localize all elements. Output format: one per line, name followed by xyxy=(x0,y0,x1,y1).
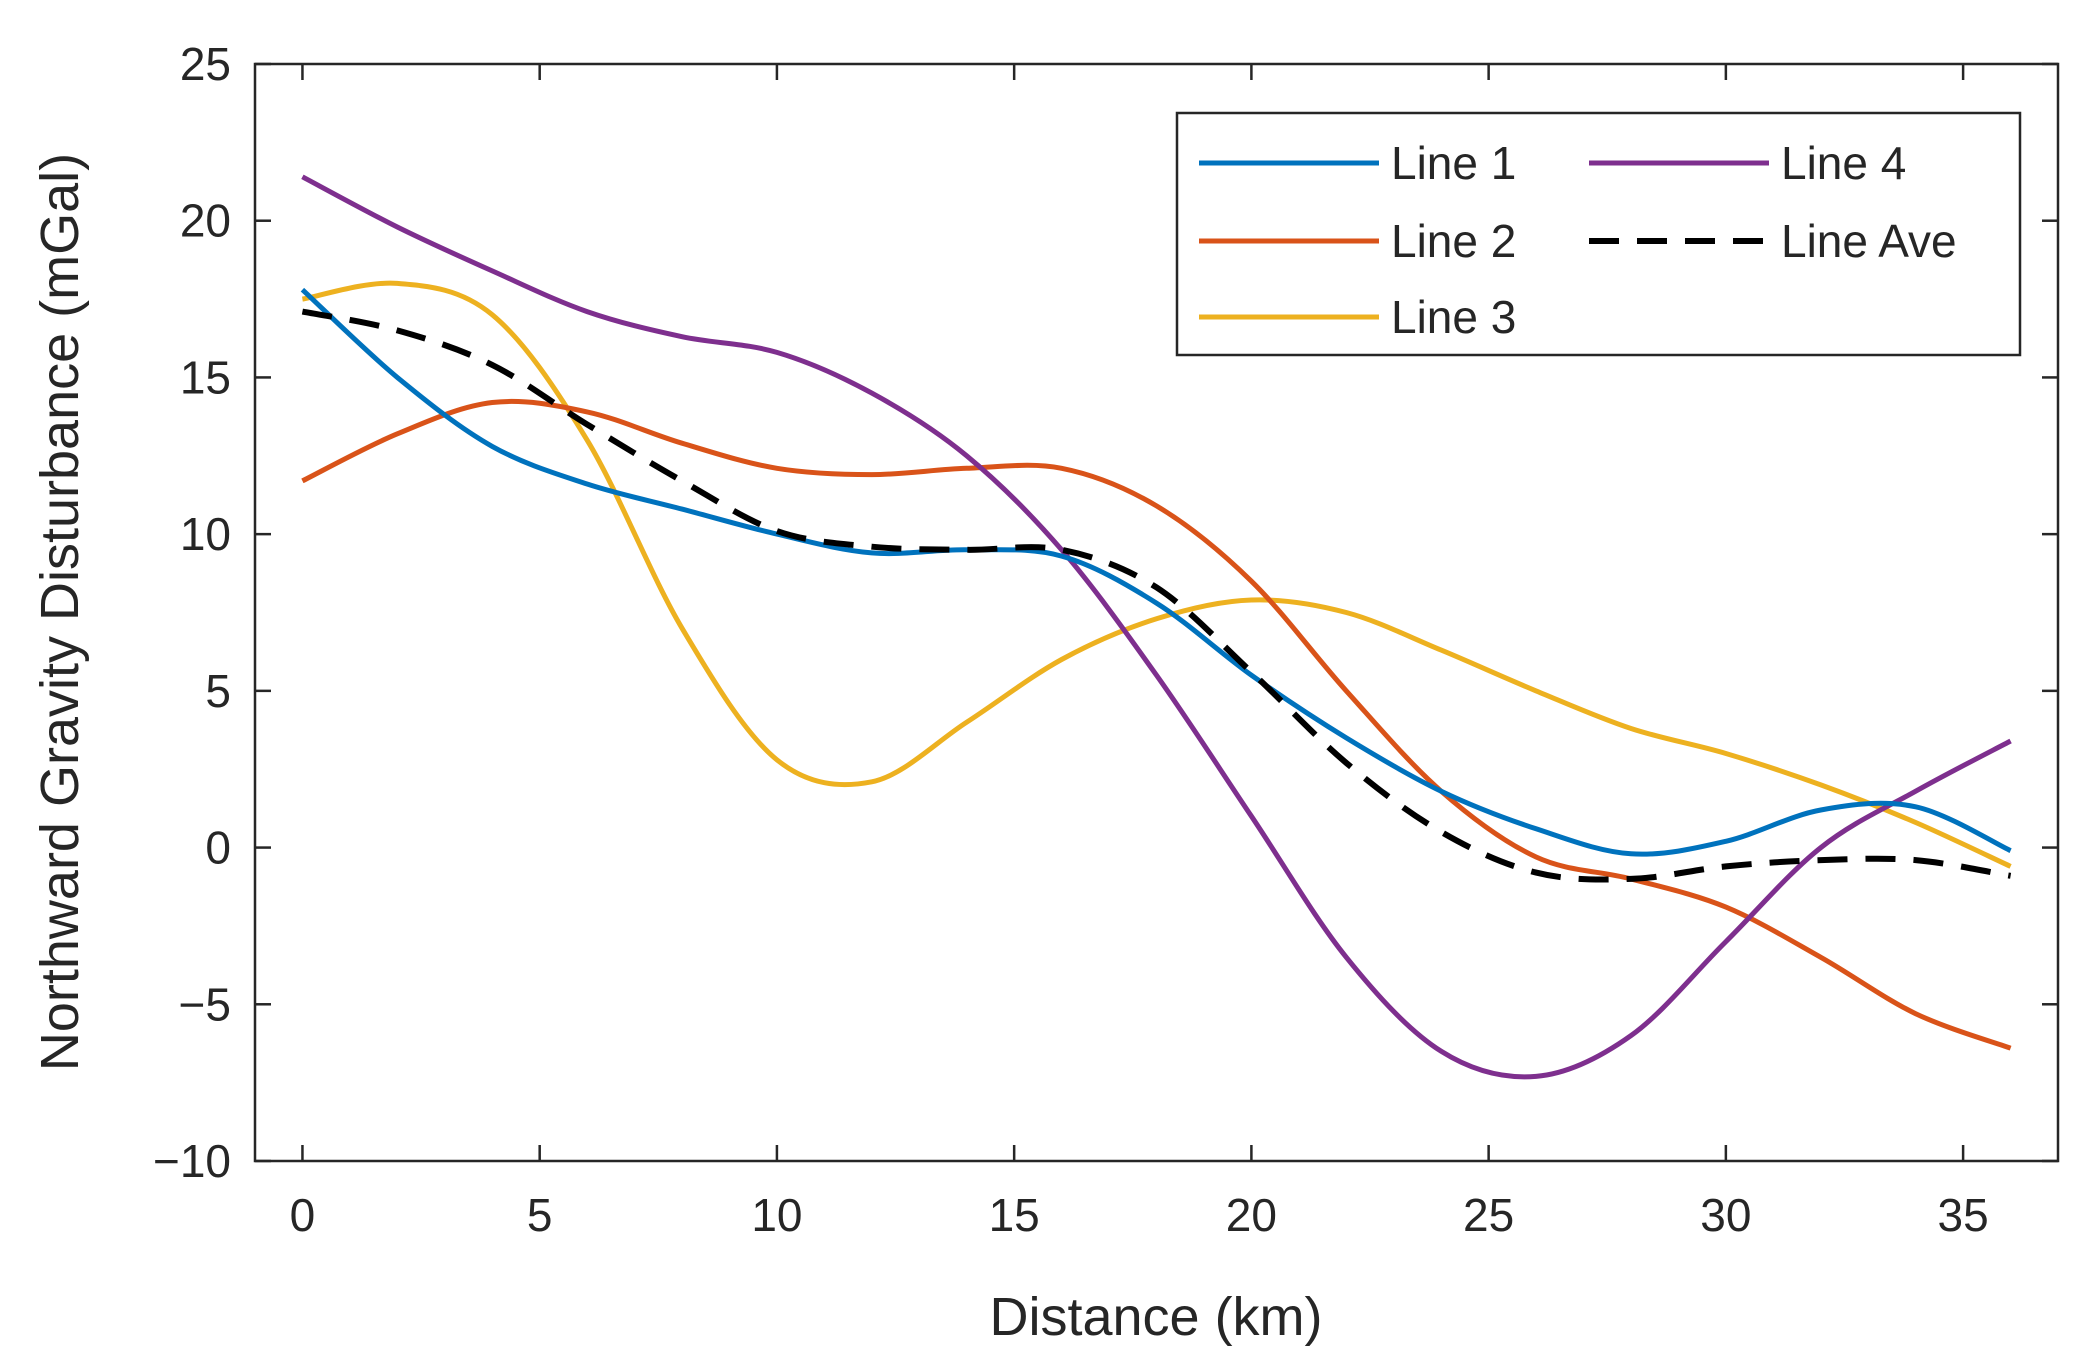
y-tick-label: −10 xyxy=(153,1135,231,1187)
x-tick-label: 10 xyxy=(751,1189,802,1241)
x-tick-label: 5 xyxy=(527,1189,553,1241)
x-tick-label: 0 xyxy=(290,1189,316,1241)
series-line-line-ave xyxy=(301,308,2012,883)
x-tick-label: 25 xyxy=(1463,1189,1514,1241)
legend: Line 1 Line 2 Line 3 Line 4 Line Ave xyxy=(1175,111,2022,357)
y-tick-label: 15 xyxy=(180,351,231,403)
x-tick-label: 15 xyxy=(989,1189,1040,1241)
series-layer xyxy=(300,174,2012,1080)
y-tick-label: 5 xyxy=(205,665,231,717)
y-tick-label: 20 xyxy=(180,195,231,247)
legend-label: Line 1 xyxy=(1391,137,1516,189)
x-axis-title: Distance (km) xyxy=(989,1287,1322,1347)
plot-area-frame xyxy=(253,62,2060,1163)
x-tick-label: 35 xyxy=(1938,1189,1989,1241)
series-line-line-4 xyxy=(301,174,2012,1080)
y-tick-label: 10 xyxy=(180,508,231,560)
series-line-line-1 xyxy=(300,287,2012,857)
series-line-line-3 xyxy=(301,280,2012,869)
y-tick-label: 25 xyxy=(180,38,231,90)
legend-label: Line 2 xyxy=(1391,215,1516,267)
legend-label: Line 4 xyxy=(1781,137,1906,189)
y-tick-label: −5 xyxy=(179,978,231,1030)
x-tick-label: 30 xyxy=(1700,1189,1751,1241)
tick-layer: 0 5 10 15 20 25 30 35 −10 −5 0 5 10 15 20 25 xyxy=(153,38,2058,1241)
x-tick-label: 20 xyxy=(1226,1189,1277,1241)
y-axis-title: Northward Gravity Disturbance (mGal) xyxy=(30,153,90,1071)
y-tick-label: 0 xyxy=(205,822,231,874)
legend-label: Line 3 xyxy=(1391,291,1516,343)
legend-label: Line Ave xyxy=(1781,215,1957,267)
series-line-line-2 xyxy=(301,398,2012,1051)
